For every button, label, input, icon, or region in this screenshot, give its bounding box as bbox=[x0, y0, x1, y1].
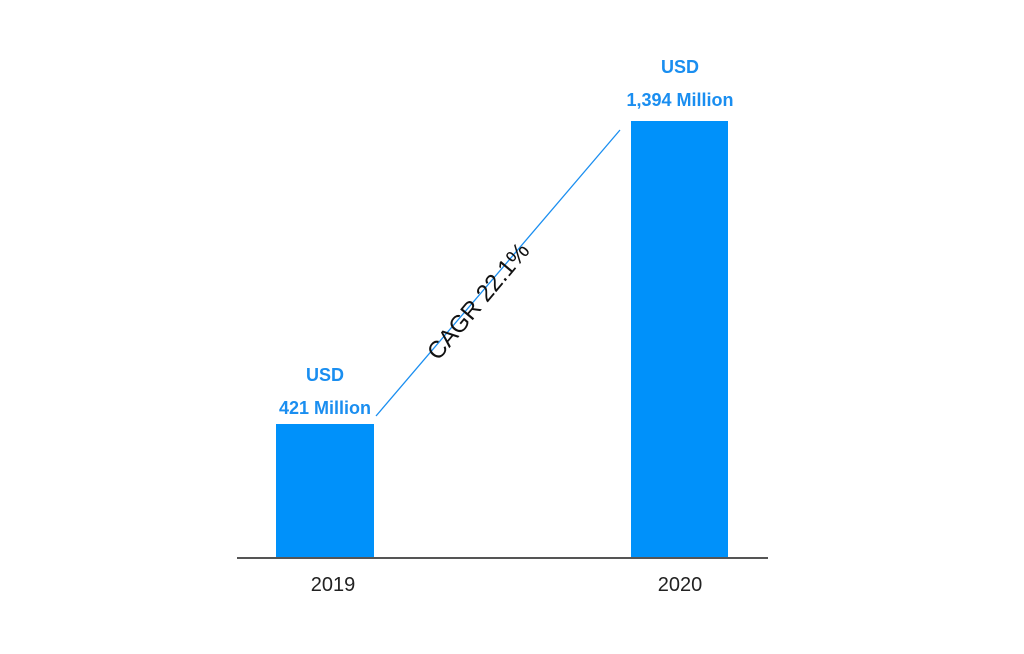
bar-2020 bbox=[631, 121, 728, 558]
x-axis-line bbox=[237, 557, 768, 559]
x-tick-2019: 2019 bbox=[310, 574, 356, 596]
bar-2020-value-label: 1,394 Million bbox=[626, 90, 734, 110]
bar-2019 bbox=[276, 424, 374, 558]
bar-2020-currency-label: USD bbox=[660, 57, 699, 77]
bar-2019-currency-label: USD bbox=[305, 365, 344, 385]
x-tick-2020: 2020 bbox=[657, 574, 703, 596]
bar-2019-value-label: 421 Million bbox=[278, 398, 372, 418]
